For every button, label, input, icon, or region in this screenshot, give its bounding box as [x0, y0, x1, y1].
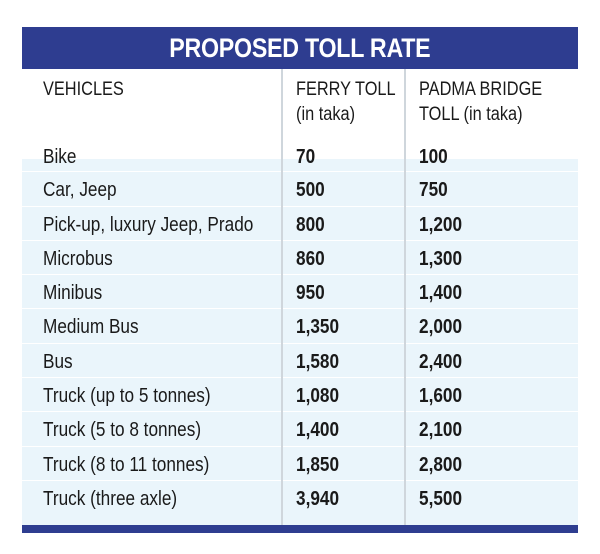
ferry-toll-cell: 1,350 [296, 316, 340, 339]
header-padma-line2: TOLL (in taka) [419, 104, 523, 125]
ferry-toll-cell: 1,400 [296, 419, 340, 442]
bottom-bar [22, 525, 578, 533]
ferry-toll-cell: 800 [296, 213, 325, 236]
table-row: Microbus 860 1,300 [22, 239, 578, 274]
vehicle-cell: Bike [43, 146, 77, 168]
vehicle-cell: Truck (8 to 11 tonnes) [43, 453, 210, 476]
table-title: PROPOSED TOLL RATE [169, 32, 431, 63]
ferry-toll-cell: 1,080 [296, 385, 340, 408]
header-ferry-line2: (in taka) [296, 104, 356, 125]
vehicle-cell: Truck (up to 5 tonnes) [43, 385, 211, 408]
table-row: Bike 70 100 [22, 137, 578, 171]
padma-toll-cell: 5,500 [419, 487, 463, 510]
vehicle-cell: Minibus [43, 282, 103, 305]
vehicle-cell: Medium Bus [43, 316, 139, 339]
padma-toll-cell: 1,600 [419, 385, 463, 408]
header-row [22, 69, 578, 159]
table-row: Pick-up, luxury Jeep, Prado 800 1,200 [22, 205, 578, 240]
table-row: Minibus 950 1,400 [22, 274, 578, 308]
padma-toll-cell: 750 [419, 179, 448, 202]
title-bar: PROPOSED TOLL RATE [22, 27, 578, 69]
padma-toll-cell: 2,000 [419, 316, 463, 339]
vehicle-cell: Car, Jeep [43, 179, 117, 202]
table-body: Bike 70 100 Car, Jeep 500 750 Pick-up, l… [22, 137, 578, 514]
header-vehicles-label: VEHICLES [43, 79, 124, 100]
ferry-toll-cell: 1,850 [296, 453, 340, 476]
header-ferry-line1: FERRY TOLL [296, 79, 396, 100]
vehicle-cell: Pick-up, luxury Jeep, Prado [43, 213, 254, 236]
table-row: Truck (up to 5 tonnes) 1,080 1,600 [22, 377, 578, 411]
table-row: Truck (5 to 8 tonnes) 1,400 2,100 [22, 411, 578, 445]
header-padma-toll: PADMA BRIDGE TOLL (in taka) [419, 77, 542, 127]
column-divider [281, 69, 283, 531]
table-row: Medium Bus 1,350 2,000 [22, 308, 578, 342]
padma-toll-cell: 2,800 [419, 453, 463, 476]
ferry-toll-cell: 70 [296, 146, 316, 168]
table-row: Car, Jeep 500 750 [22, 171, 578, 205]
padma-toll-cell: 1,400 [419, 282, 463, 305]
toll-rate-table: PROPOSED TOLL RATE VEHICLES FERRY TOLL (… [22, 27, 578, 533]
padma-toll-cell: 2,400 [419, 350, 463, 373]
table-row: Bus 1,580 2,400 [22, 342, 578, 377]
padma-toll-cell: 1,200 [419, 213, 463, 236]
padma-toll-cell: 100 [419, 146, 448, 168]
ferry-toll-cell: 860 [296, 247, 325, 270]
ferry-toll-cell: 950 [296, 282, 325, 305]
header-padma-line1: PADMA BRIDGE [419, 79, 543, 100]
table-row: Truck (8 to 11 tonnes) 1,850 2,800 [22, 445, 578, 480]
padma-toll-cell: 2,100 [419, 419, 463, 442]
ferry-toll-cell: 3,940 [296, 487, 340, 510]
vehicle-cell: Truck (5 to 8 tonnes) [43, 419, 202, 442]
padma-toll-cell: 1,300 [419, 247, 463, 270]
vehicle-cell: Microbus [43, 247, 113, 270]
column-divider [404, 69, 406, 531]
vehicle-cell: Bus [43, 350, 73, 373]
header-vehicles: VEHICLES [43, 77, 124, 102]
ferry-toll-cell: 500 [296, 179, 325, 202]
table-row: Truck (three axle) 3,940 5,500 [22, 479, 578, 514]
vehicle-cell: Truck (three axle) [43, 487, 178, 510]
ferry-toll-cell: 1,580 [296, 350, 340, 373]
header-ferry-toll: FERRY TOLL (in taka) [296, 77, 396, 127]
